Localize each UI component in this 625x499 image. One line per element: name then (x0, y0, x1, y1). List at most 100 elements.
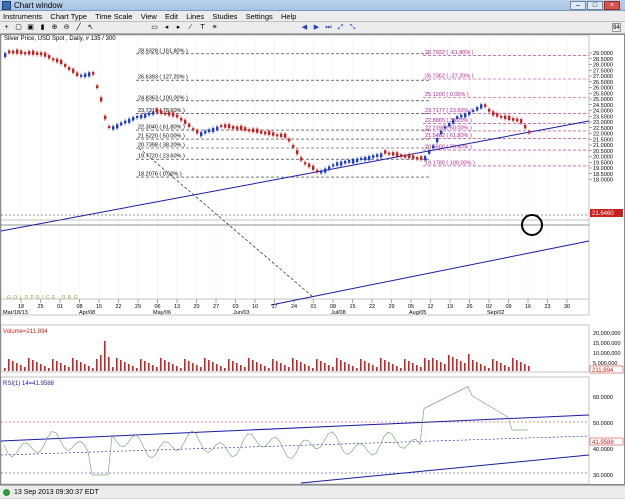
fib-label-left: 18.2076 ( 0.00% ) (138, 172, 182, 178)
candle-body (276, 134, 279, 137)
arrow-left-icon[interactable]: ◂ (164, 24, 169, 31)
candle-body (432, 145, 435, 149)
volume-label: Volume=211,894 (3, 329, 48, 335)
upper-trend-line (0, 120, 590, 232)
expand-icon[interactable]: ⤢ (337, 24, 344, 31)
volume-bar (156, 367, 158, 371)
candle-body (180, 117, 183, 121)
chart-area[interactable]: 28.9328 ( 161.80% ) 26.6393 ( 127.20% ) 24… (0, 34, 625, 485)
open-icon[interactable]: ▢ (15, 24, 22, 31)
chart-id-badge[interactable]: 94 (612, 23, 621, 32)
candle-body (408, 154, 411, 159)
volume-bar (352, 366, 354, 371)
volume-bar (364, 361, 366, 371)
volume-bar (248, 358, 250, 371)
compress-icon[interactable]: ⤡ (349, 24, 356, 31)
candle-body (52, 58, 55, 61)
candle-body (136, 115, 139, 119)
fib-tool-icon[interactable]: ≡ (212, 24, 217, 31)
scroll-forward-icon[interactable]: ▶ (313, 24, 320, 31)
volume-panel[interactable] (0, 324, 590, 373)
candle-body (240, 125, 243, 130)
line-tool-icon[interactable]: ╱ (76, 24, 81, 31)
arrow-right-icon[interactable]: ▸ (176, 24, 181, 31)
candle-body (12, 50, 15, 54)
date-tick-label: 26 (467, 304, 473, 310)
price-tick-label: 25.0000 (593, 97, 613, 103)
select-icon[interactable]: ▭ (151, 24, 158, 31)
fib-label-right: 21.5482 ( 61.80% ) (425, 133, 472, 139)
candle-body (144, 113, 147, 118)
zoom-in-icon[interactable]: ⊕ (51, 24, 58, 31)
candle-body (500, 115, 503, 118)
volume-bar (480, 364, 482, 371)
menu-edit[interactable]: Edit (165, 12, 178, 21)
rsi-panel[interactable] (0, 376, 590, 485)
volume-bar (12, 361, 14, 371)
price-chart[interactable]: 28.9328 ( 161.80% ) 26.6393 ( 127.20% ) 24… (0, 34, 624, 485)
candle-body (220, 125, 223, 128)
save-icon[interactable]: ▣ (27, 24, 34, 31)
volume-bar (492, 359, 494, 371)
volume-bar (164, 360, 166, 371)
volume-bar (528, 366, 530, 371)
candle-body (324, 168, 327, 173)
volume-bar (420, 367, 422, 371)
highlight-circle (521, 214, 543, 236)
volume-bar (260, 364, 262, 371)
maximize-button[interactable]: □ (587, 1, 603, 10)
close-button[interactable]: × (604, 1, 620, 10)
volume-bar (296, 360, 298, 371)
candle-body (480, 104, 483, 109)
candle-body (40, 52, 43, 56)
bar-chart-icon[interactable]: ▮ (40, 24, 45, 31)
volume-bar (368, 363, 370, 371)
date-tick-label: 18 (18, 304, 24, 310)
menu-help[interactable]: Help (281, 12, 297, 21)
date-tick-label: 03 (233, 304, 239, 310)
draw-line-icon[interactable]: ∕ (189, 24, 192, 31)
volume-bar (216, 364, 218, 371)
menu-instruments[interactable]: Instruments (3, 12, 43, 21)
candle-body (256, 128, 259, 133)
volume-bar (336, 358, 338, 371)
scroll-end-icon[interactable]: ⏭ (325, 24, 332, 31)
crosshair-icon[interactable]: + (4, 24, 9, 31)
menu-studies[interactable]: Studies (212, 12, 238, 21)
volume-bar (128, 364, 130, 371)
volume-bar (192, 363, 194, 371)
volume-bar (168, 362, 170, 371)
volume-bar (132, 366, 134, 371)
volume-bar (468, 354, 470, 371)
menu-chart-type[interactable]: Chart Type (50, 12, 87, 21)
candle-body (452, 119, 455, 124)
menu-time-scale[interactable]: Time Scale (95, 12, 133, 21)
scroll-back-icon[interactable]: ◀ (301, 24, 308, 31)
volume-bar (308, 366, 310, 371)
volume-axis-label: 15,000,000 (593, 341, 621, 347)
price-tick-label: 18.0000 (593, 178, 613, 184)
volume-axis-label: 20,000,000 (593, 331, 621, 337)
volume-bar (444, 364, 446, 371)
pointer-icon[interactable]: ↖ (87, 24, 94, 31)
zoom-out-icon[interactable]: ⊖ (63, 24, 70, 31)
fib-label-right: 22.2198 ( 50.00% ) (425, 125, 472, 131)
volume-bar (268, 368, 270, 371)
date-tick-label: 30 (564, 304, 570, 310)
candle-body (284, 133, 287, 138)
candle-body (60, 59, 63, 65)
candle-body (108, 125, 111, 128)
candle-body (28, 51, 31, 55)
instrument-label: Silver Price, USD Spot , Daily, # 135 / … (4, 36, 116, 42)
minimize-button[interactable]: – (570, 1, 586, 10)
menu-lines[interactable]: Lines (186, 12, 205, 21)
candle-body (212, 127, 215, 133)
text-tool-icon[interactable]: T (200, 24, 205, 31)
volume-bar (300, 362, 302, 371)
menu-settings[interactable]: Settings (245, 12, 273, 21)
date-tick-label: 15 (96, 304, 102, 310)
rsi-current-value: 41.9588 (592, 440, 614, 446)
volume-bar (68, 367, 70, 371)
volume-bar (108, 357, 110, 371)
menu-view[interactable]: View (140, 12, 157, 21)
